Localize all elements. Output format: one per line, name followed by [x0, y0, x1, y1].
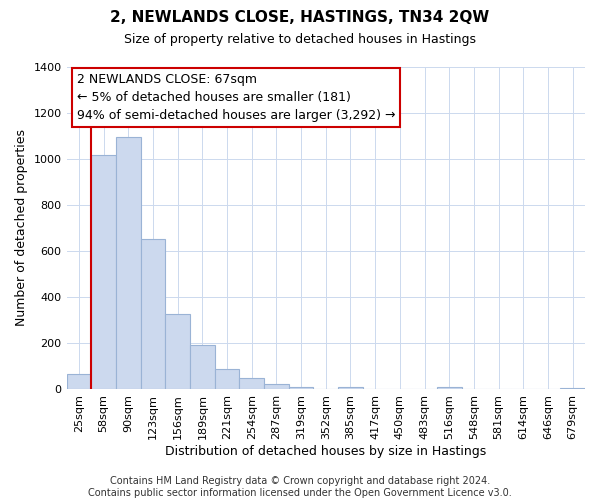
Bar [437, 386, 461, 389]
Bar [91, 155, 116, 389]
Bar [190, 345, 215, 389]
Text: 2, NEWLANDS CLOSE, HASTINGS, TN34 2QW: 2, NEWLANDS CLOSE, HASTINGS, TN34 2QW [110, 10, 490, 25]
Bar [289, 386, 313, 389]
Bar [140, 239, 165, 389]
Text: Contains HM Land Registry data © Crown copyright and database right 2024.
Contai: Contains HM Land Registry data © Crown c… [88, 476, 512, 498]
Text: Size of property relative to detached houses in Hastings: Size of property relative to detached ho… [124, 32, 476, 46]
Bar [264, 384, 289, 389]
Bar [67, 374, 91, 389]
Y-axis label: Number of detached properties: Number of detached properties [15, 129, 28, 326]
Bar [560, 388, 585, 389]
Bar [215, 370, 239, 389]
Text: 2 NEWLANDS CLOSE: 67sqm
← 5% of detached houses are smaller (181)
94% of semi-de: 2 NEWLANDS CLOSE: 67sqm ← 5% of detached… [77, 73, 395, 122]
Bar [338, 386, 363, 389]
Bar [165, 314, 190, 389]
X-axis label: Distribution of detached houses by size in Hastings: Distribution of detached houses by size … [165, 444, 487, 458]
Bar [239, 378, 264, 389]
Bar [116, 136, 140, 389]
